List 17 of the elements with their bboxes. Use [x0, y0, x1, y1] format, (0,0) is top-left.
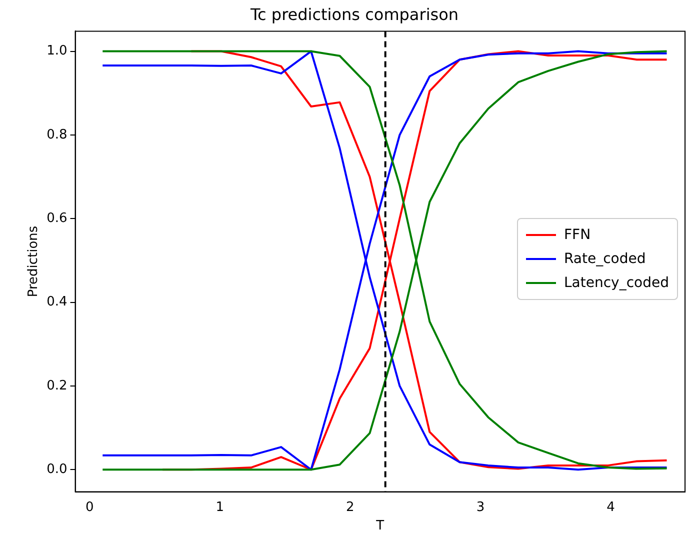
legend-label: FFN [564, 226, 591, 246]
x-tick-label: 1 [216, 500, 224, 515]
y-tick-label: 0.2 [46, 378, 68, 394]
y-tick-label: 0.0 [46, 462, 68, 478]
y-tick-label: 0.4 [46, 294, 68, 310]
y-axis-title: Predictions [26, 226, 42, 298]
legend-label: Latency_coded [564, 274, 669, 294]
legend-label: Rate_coded [564, 250, 646, 270]
y-tick-label: 0.6 [46, 210, 68, 226]
x-tick-label: 3 [476, 500, 485, 515]
x-tick-label: 0 [85, 500, 94, 515]
chart-title: Tc predictions comparison [249, 4, 459, 24]
x-tick-label: 4 [606, 500, 615, 515]
x-tick-label: 2 [346, 500, 354, 515]
x-axis-title: T [375, 518, 384, 534]
y-tick-label: 1.0 [46, 44, 68, 59]
y-tick-label: 0.8 [46, 127, 68, 142]
